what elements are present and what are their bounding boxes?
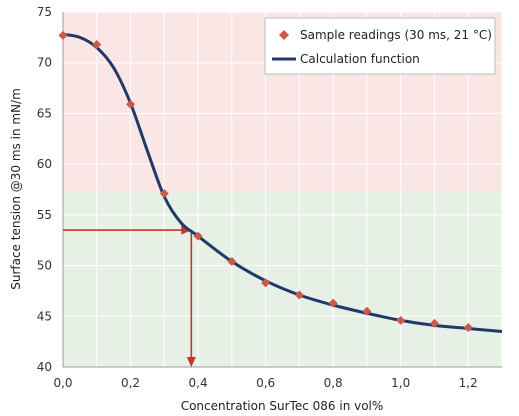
- legend-label-calculation-function: Calculation function: [300, 52, 420, 66]
- x-tick-label: 0,0: [53, 376, 72, 390]
- sample-reading-point: [294, 290, 304, 300]
- x-tick-label: 0,2: [121, 376, 140, 390]
- x-tick-label: 0,4: [189, 376, 208, 390]
- sample-reading-point: [396, 315, 406, 325]
- sample-reading-point: [463, 322, 473, 332]
- sample-reading-point: [328, 298, 338, 308]
- x-axis-title: Concentration SurTec 086 in vol%: [181, 399, 384, 413]
- y-tick-label: 55: [37, 208, 52, 222]
- x-tick-label: 1,0: [391, 376, 410, 390]
- legend-marker-sample-readings: [279, 30, 289, 40]
- sample-reading-point: [126, 99, 136, 109]
- sample-reading-point: [261, 278, 271, 288]
- vertical-arrow-head: [186, 357, 196, 367]
- sample-readings-points: [58, 30, 473, 332]
- x-tick-label: 1,2: [459, 376, 478, 390]
- sample-reading-point: [58, 30, 68, 40]
- grid-lines: [62, 11, 503, 368]
- x-tick-label: 0,8: [324, 376, 343, 390]
- y-tick-label: 50: [37, 259, 52, 273]
- annotation-arrows: [63, 225, 196, 367]
- sample-reading-point: [193, 231, 203, 241]
- y-tick-label: 60: [37, 157, 52, 171]
- sample-reading-point: [429, 318, 439, 328]
- y-tick-labels: 40 45 50 55 60 65 70 75: [37, 5, 52, 374]
- x-tick-labels: 0,0 0,2 0,4 0,6 0,8 1,0 1,2: [53, 376, 477, 390]
- y-tick-label: 70: [37, 56, 52, 70]
- legend-label-sample-readings: Sample readings (30 ms, 21 °C): [300, 28, 492, 42]
- legend-box: [264, 17, 496, 75]
- sample-reading-point: [92, 39, 102, 49]
- y-tick-label: 75: [37, 5, 52, 19]
- sample-reading-point: [227, 257, 237, 267]
- y-tick-label: 45: [37, 309, 52, 323]
- y-tick-label: 40: [37, 360, 52, 374]
- horizontal-arrow-head: [181, 225, 192, 235]
- sample-reading-point: [362, 306, 372, 316]
- y-axis-title: Surface tension @30 ms in mN/m: [9, 88, 23, 290]
- x-tick-label: 0,6: [256, 376, 275, 390]
- legend: Sample readings (30 ms, 21 °C) Calculati…: [264, 17, 496, 75]
- y-tick-label: 65: [37, 106, 52, 120]
- background-zone-1: [63, 191, 502, 367]
- sample-reading-point: [159, 189, 169, 199]
